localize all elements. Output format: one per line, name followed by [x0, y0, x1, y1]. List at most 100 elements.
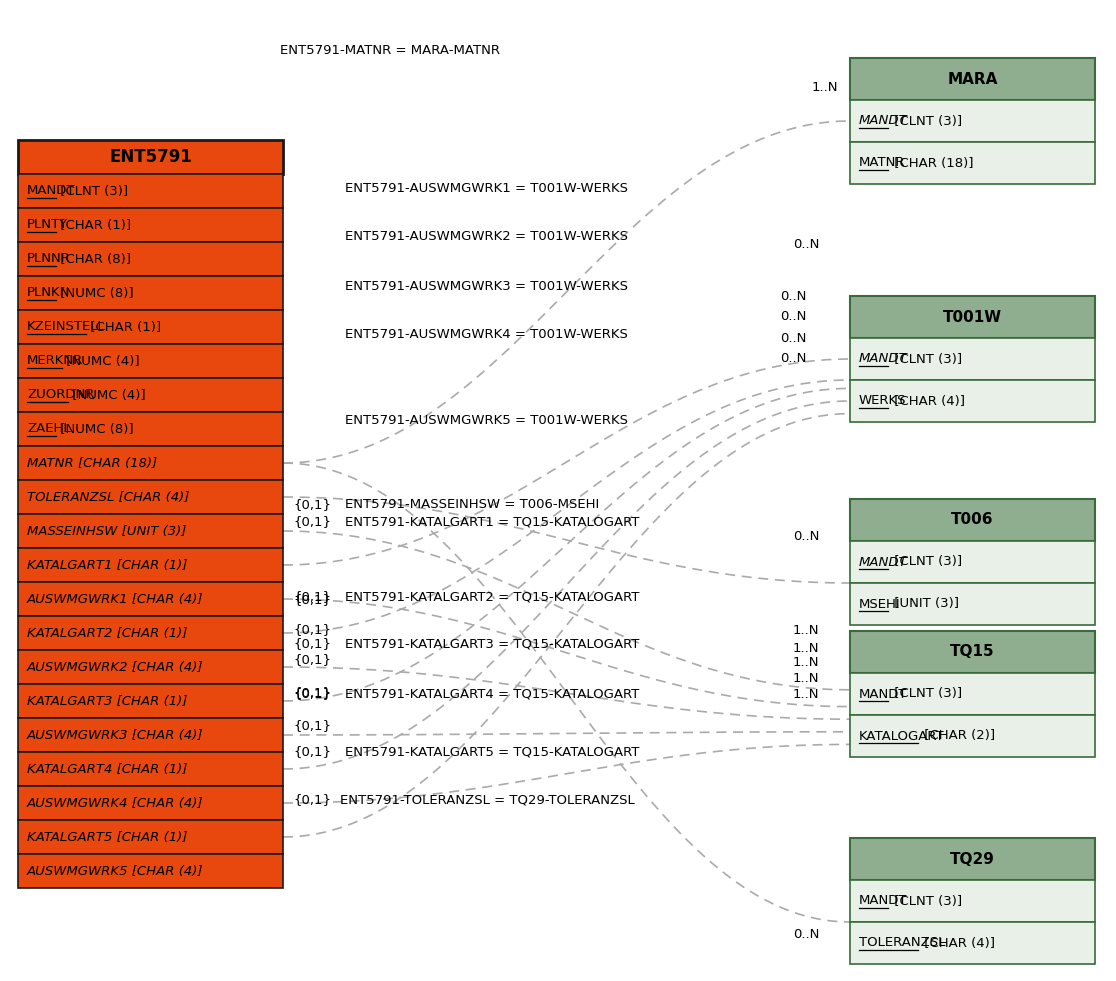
- Text: ENT5791-AUSWMGWRK1 = T001W-WERKS: ENT5791-AUSWMGWRK1 = T001W-WERKS: [345, 181, 628, 194]
- Text: 1..N: 1..N: [793, 624, 819, 637]
- FancyBboxPatch shape: [850, 583, 1095, 625]
- Text: MATNR [CHAR (18)]: MATNR [CHAR (18)]: [27, 456, 157, 470]
- Text: MANDT: MANDT: [859, 115, 907, 128]
- Text: [CLNT (3)]: [CLNT (3)]: [891, 688, 963, 700]
- Text: ENT5791-KATALGART5 = TQ15-KATALOGART: ENT5791-KATALGART5 = TQ15-KATALOGART: [345, 746, 639, 758]
- FancyBboxPatch shape: [850, 338, 1095, 380]
- FancyBboxPatch shape: [18, 820, 283, 854]
- Text: ENT5791-MATNR = MARA-MATNR: ENT5791-MATNR = MARA-MATNR: [280, 43, 500, 57]
- Text: AUSWMGWRK2 [CHAR (4)]: AUSWMGWRK2 [CHAR (4)]: [27, 660, 203, 674]
- Text: 0..N: 0..N: [793, 530, 819, 542]
- Text: 0..N: 0..N: [780, 289, 807, 302]
- Text: [CHAR (4)]: [CHAR (4)]: [920, 937, 994, 950]
- Text: [CLNT (3)]: [CLNT (3)]: [57, 184, 128, 197]
- Text: {0,1}: {0,1}: [294, 719, 331, 733]
- FancyBboxPatch shape: [850, 58, 1095, 100]
- Text: ENT5791-AUSWMGWRK4 = T001W-WERKS: ENT5791-AUSWMGWRK4 = T001W-WERKS: [345, 328, 628, 340]
- Text: [CHAR (2)]: [CHAR (2)]: [920, 730, 995, 743]
- Text: KATALGART4 [CHAR (1)]: KATALGART4 [CHAR (1)]: [27, 762, 187, 776]
- Text: ENT5791-KATALGART1 = TQ15-KATALOGART: ENT5791-KATALGART1 = TQ15-KATALOGART: [345, 515, 639, 529]
- FancyBboxPatch shape: [18, 786, 283, 820]
- Text: {0,1}: {0,1}: [294, 638, 331, 650]
- Text: TOLERANZSL: TOLERANZSL: [859, 937, 945, 950]
- Text: MSEHI: MSEHI: [859, 597, 901, 610]
- Text: PLNKN: PLNKN: [27, 286, 70, 299]
- FancyBboxPatch shape: [18, 514, 283, 548]
- FancyBboxPatch shape: [850, 880, 1095, 922]
- Text: 1..N: 1..N: [793, 688, 819, 700]
- Text: {0,1}: {0,1}: [294, 515, 331, 529]
- Text: MASSEINHSW [UNIT (3)]: MASSEINHSW [UNIT (3)]: [27, 525, 186, 538]
- Text: 1..N: 1..N: [812, 80, 838, 94]
- Text: [CLNT (3)]: [CLNT (3)]: [891, 895, 963, 907]
- Text: MANDT: MANDT: [859, 352, 907, 366]
- FancyBboxPatch shape: [850, 100, 1095, 142]
- Text: MARA: MARA: [947, 72, 998, 86]
- FancyBboxPatch shape: [18, 276, 283, 310]
- Text: {0,1}: {0,1}: [294, 591, 331, 603]
- Text: [CHAR (8)]: [CHAR (8)]: [57, 252, 132, 266]
- Text: ENT5791: ENT5791: [109, 148, 192, 166]
- Text: TQ29: TQ29: [950, 852, 995, 866]
- Text: ZAEHL: ZAEHL: [27, 423, 70, 436]
- Text: {0,1}: {0,1}: [294, 688, 331, 700]
- Text: 0..N: 0..N: [780, 351, 807, 365]
- Text: {0,1}: {0,1}: [294, 624, 331, 637]
- Text: PLNTY: PLNTY: [27, 219, 68, 232]
- Text: KZEINSTELL: KZEINSTELL: [27, 321, 106, 334]
- Text: [UNIT (3)]: [UNIT (3)]: [891, 597, 960, 610]
- FancyBboxPatch shape: [18, 752, 283, 786]
- Text: ENT5791-AUSWMGWRK5 = T001W-WERKS: ENT5791-AUSWMGWRK5 = T001W-WERKS: [345, 414, 628, 427]
- FancyBboxPatch shape: [18, 174, 283, 208]
- Text: [CHAR (18)]: [CHAR (18)]: [891, 157, 974, 170]
- Text: MANDT: MANDT: [859, 688, 907, 700]
- FancyBboxPatch shape: [850, 142, 1095, 184]
- FancyBboxPatch shape: [18, 344, 283, 378]
- Text: [NUMC (4)]: [NUMC (4)]: [62, 354, 140, 368]
- Text: ENT5791-AUSWMGWRK3 = T001W-WERKS: ENT5791-AUSWMGWRK3 = T001W-WERKS: [345, 280, 628, 292]
- FancyBboxPatch shape: [18, 140, 283, 174]
- Text: {0,1}: {0,1}: [294, 498, 331, 511]
- Text: AUSWMGWRK1 [CHAR (4)]: AUSWMGWRK1 [CHAR (4)]: [27, 593, 203, 605]
- Text: ENT5791-KATALGART3 = TQ15-KATALOGART: ENT5791-KATALGART3 = TQ15-KATALOGART: [345, 638, 639, 650]
- Text: MANDT: MANDT: [27, 184, 76, 197]
- Text: AUSWMGWRK4 [CHAR (4)]: AUSWMGWRK4 [CHAR (4)]: [27, 797, 203, 809]
- Text: 0..N: 0..N: [793, 928, 819, 942]
- FancyBboxPatch shape: [18, 582, 283, 616]
- Text: T006: T006: [951, 512, 993, 528]
- FancyBboxPatch shape: [18, 684, 283, 718]
- Text: T001W: T001W: [943, 309, 1002, 325]
- FancyBboxPatch shape: [18, 208, 283, 242]
- Text: 0..N: 0..N: [780, 332, 807, 344]
- Text: KATALGART2 [CHAR (1)]: KATALGART2 [CHAR (1)]: [27, 627, 187, 640]
- FancyBboxPatch shape: [18, 480, 283, 514]
- Text: 0..N: 0..N: [780, 309, 807, 323]
- FancyBboxPatch shape: [18, 310, 283, 344]
- FancyBboxPatch shape: [18, 650, 283, 684]
- FancyBboxPatch shape: [18, 242, 283, 276]
- Text: ZUORDNR: ZUORDNR: [27, 388, 95, 401]
- Text: [NUMC (8)]: [NUMC (8)]: [57, 423, 134, 436]
- Text: TOLERANZSL [CHAR (4)]: TOLERANZSL [CHAR (4)]: [27, 490, 190, 503]
- FancyBboxPatch shape: [850, 673, 1095, 715]
- Text: 1..N: 1..N: [793, 655, 819, 668]
- FancyBboxPatch shape: [850, 922, 1095, 964]
- FancyBboxPatch shape: [850, 631, 1095, 673]
- Text: {0,1}: {0,1}: [294, 653, 331, 666]
- Text: [CLNT (3)]: [CLNT (3)]: [891, 115, 963, 128]
- Text: [CHAR (1)]: [CHAR (1)]: [86, 321, 161, 334]
- FancyBboxPatch shape: [850, 541, 1095, 583]
- Text: KATALGART3 [CHAR (1)]: KATALGART3 [CHAR (1)]: [27, 695, 187, 707]
- FancyBboxPatch shape: [18, 446, 283, 480]
- Text: TQ15: TQ15: [950, 645, 994, 659]
- FancyBboxPatch shape: [18, 616, 283, 650]
- FancyBboxPatch shape: [18, 854, 283, 888]
- FancyBboxPatch shape: [850, 838, 1095, 880]
- FancyBboxPatch shape: [18, 718, 283, 752]
- Text: {0,1}: {0,1}: [294, 594, 331, 606]
- Text: KATALGART1 [CHAR (1)]: KATALGART1 [CHAR (1)]: [27, 558, 187, 572]
- Text: ENT5791-KATALGART2 = TQ15-KATALOGART: ENT5791-KATALGART2 = TQ15-KATALOGART: [345, 591, 639, 603]
- Text: PLNNR: PLNNR: [27, 252, 71, 266]
- Text: [CLNT (3)]: [CLNT (3)]: [891, 555, 963, 569]
- Text: [NUMC (8)]: [NUMC (8)]: [57, 286, 134, 299]
